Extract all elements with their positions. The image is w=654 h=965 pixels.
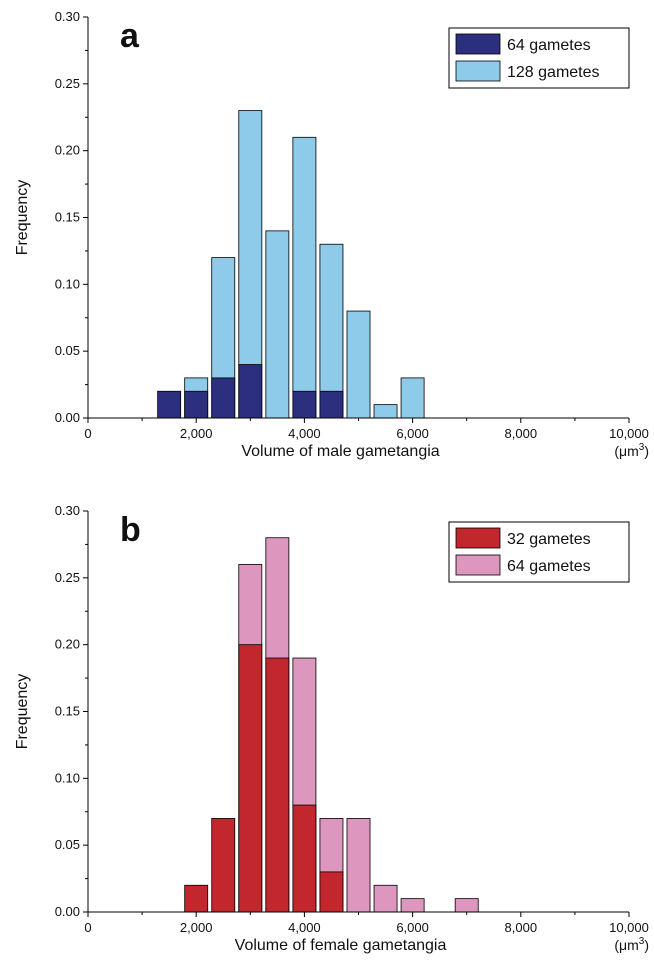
- x-tick-label: 10,000: [609, 426, 649, 441]
- bar-series1-bin7: [319, 390, 344, 419]
- unit-superscript: 3: [639, 442, 645, 453]
- x-axis-unit: (μm3): [614, 442, 649, 459]
- chart-panel-b: 0.00 0.05 0.10 0.15 0.20 0.25 0.30 0 2,000 4,000 6…: [14, 503, 649, 954]
- bar-series1-bin6: [319, 871, 344, 913]
- y-tick-label: 0.00: [55, 410, 80, 425]
- y-tick-label: 0.25: [55, 76, 80, 91]
- bar-series1-bin1: [157, 390, 182, 419]
- y-tick-label: 0.30: [55, 503, 80, 518]
- unit-base: (μm: [614, 937, 638, 953]
- panel-label-b: b: [120, 511, 141, 549]
- y-tick-label: 0.20: [55, 143, 80, 158]
- bar-series1-bin4: [265, 657, 290, 913]
- bar-series2-bin10: [400, 377, 425, 419]
- x-tick-label: 4,000: [288, 426, 321, 441]
- legend-label-1: 32 gametes: [507, 531, 591, 548]
- bar-series2-bin8: [373, 884, 398, 913]
- x-tick-label: 8,000: [505, 426, 538, 441]
- unit-close: ): [644, 443, 649, 459]
- unit-base: (μm: [614, 443, 638, 459]
- x-axis-title: Volume of female gametangia: [235, 937, 447, 954]
- legend-swatch-2: [455, 554, 501, 576]
- bar-series1-bin4: [238, 364, 263, 419]
- bar-series1-bin5: [292, 804, 317, 913]
- y-tick-label: 0.10: [55, 770, 80, 785]
- bar-series2-bin7: [346, 818, 371, 913]
- legend-swatch-1: [455, 33, 501, 55]
- y-tick-label: 0.05: [55, 343, 80, 358]
- bar-series1-bin3: [238, 644, 263, 913]
- y-tick-label: 0.15: [55, 704, 80, 719]
- bar-series1-bin2: [211, 818, 236, 913]
- x-tick-label: 6,000: [396, 920, 429, 935]
- x-axis-unit: (μm3): [614, 936, 649, 953]
- y-axis-title: Frequency: [14, 180, 31, 256]
- bar-series2-bin9: [400, 898, 425, 913]
- bar-series2-bin8: [346, 310, 371, 419]
- bar-series2-bin5: [265, 230, 290, 419]
- legend-label-2: 64 gametes: [507, 558, 591, 575]
- legend-swatch-2: [455, 60, 501, 82]
- y-tick-label: 0.15: [55, 210, 80, 225]
- y-tick-label: 0.25: [55, 570, 80, 585]
- y-tick-label: 0.20: [55, 637, 80, 652]
- bar-series2-bin9: [373, 404, 398, 419]
- x-tick-label: 2,000: [180, 920, 213, 935]
- bar-series1-bin3: [211, 377, 236, 419]
- y-tick-label: 0.00: [55, 904, 80, 919]
- x-tick-label: 0: [84, 920, 91, 935]
- x-tick-label: 6,000: [396, 426, 429, 441]
- y-axis-title: Frequency: [14, 674, 31, 750]
- y-tick-label: 0.30: [55, 9, 80, 24]
- bar-series1-bin2: [184, 390, 209, 419]
- chart-panel-a: 0.00 0.05 0.10 0.15 0.20 0.25 0.30 0 2,000 4,000 6…: [14, 9, 649, 460]
- x-tick-label: 8,000: [505, 920, 538, 935]
- bar-series1-bin1: [184, 884, 209, 913]
- x-tick-label: 2,000: [180, 426, 213, 441]
- legend-label-1: 64 gametes: [507, 37, 591, 54]
- bar-series2-bin10: [454, 898, 479, 913]
- bar-series2-bin6: [292, 136, 317, 419]
- legend-swatch-1: [455, 527, 501, 549]
- x-tick-label: 10,000: [609, 920, 649, 935]
- legend: 64 gametes 128 gametes: [448, 27, 630, 89]
- legend-label-2: 128 gametes: [507, 64, 600, 81]
- unit-close: ): [644, 937, 649, 953]
- x-tick-label: 0: [84, 426, 91, 441]
- legend: 32 gametes 64 gametes: [448, 521, 630, 583]
- x-tick-label: 4,000: [288, 920, 321, 935]
- y-tick-label: 0.10: [55, 276, 80, 291]
- x-axis-title: Volume of male gametangia: [241, 443, 439, 460]
- panel-label-a: a: [120, 17, 140, 55]
- y-tick-label: 0.05: [55, 837, 80, 852]
- unit-superscript: 3: [639, 936, 645, 947]
- bar-series1-bin6: [292, 390, 317, 419]
